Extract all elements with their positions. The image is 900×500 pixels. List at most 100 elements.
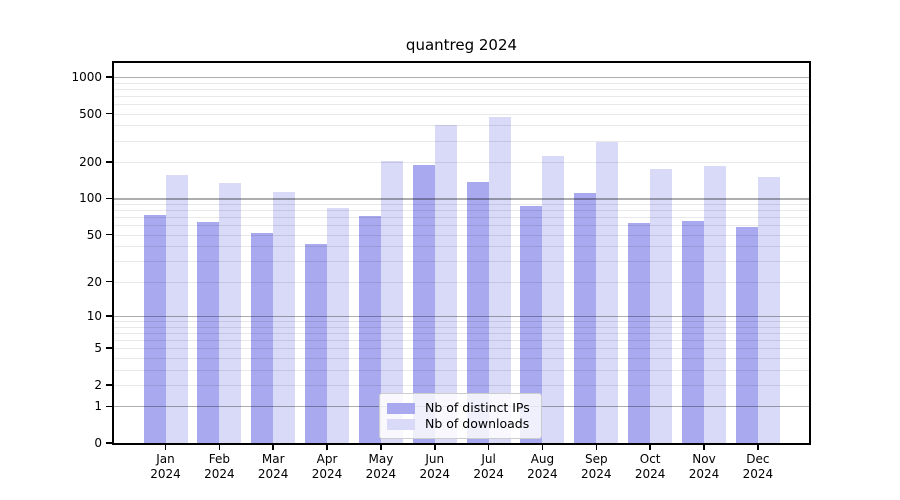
bar-ips-mar (251, 232, 274, 443)
x-tick-label: Jul 2024 (473, 452, 504, 481)
grid-line-minor (114, 321, 809, 322)
bar-downloads-sep (596, 142, 619, 443)
grid-line-minor (114, 217, 809, 219)
grid-line-minor (114, 82, 809, 84)
x-tick-label: Nov 2024 (688, 452, 720, 481)
x-tick-mark (326, 445, 328, 450)
y-tick-mark (106, 233, 112, 236)
bar-ips-apr (305, 243, 328, 443)
grid-line-minor (114, 357, 809, 359)
y-tick-mark (106, 112, 112, 115)
legend-label-downloads: Nb of downloads (425, 416, 530, 431)
bar-downloads-aug (542, 156, 565, 443)
y-tick-mark (106, 315, 112, 317)
y-tick-label: 10 (86, 308, 102, 323)
x-tick-label: Jun 2024 (419, 452, 451, 481)
y-tick-mark (106, 76, 112, 78)
bar-ips-jan (143, 214, 166, 443)
grid-line-minor (114, 203, 809, 205)
bar-ips-oct (628, 222, 651, 443)
grid-line-major (114, 198, 809, 200)
x-tick-mark (218, 445, 221, 450)
grid-line-minor (114, 113, 809, 115)
bar-downloads-dec (757, 177, 780, 443)
y-tick-mark (106, 442, 112, 444)
y-tick-label: 1 (94, 399, 102, 414)
y-tick-mark (106, 197, 112, 200)
y-tick-label: 100 (79, 191, 102, 206)
bar-ips-jun (412, 164, 435, 443)
x-tick-mark (595, 445, 598, 450)
legend-row-downloads: Nb of downloads (387, 416, 533, 432)
bar-downloads-feb (219, 183, 242, 443)
y-tick-label: 500 (79, 106, 102, 121)
x-tick-mark (649, 445, 651, 450)
grid-line-minor (114, 162, 809, 163)
x-tick-label: Jan 2024 (150, 452, 181, 481)
x-tick-mark (541, 445, 544, 450)
grid-line-minor (114, 234, 809, 236)
bar-downloads-jul (488, 117, 511, 443)
y-tick-label: 2 (94, 377, 102, 392)
grid-line-minor (114, 88, 809, 90)
bar-ips-may (358, 215, 381, 443)
x-tick-mark (380, 445, 382, 450)
y-tick-mark (106, 347, 112, 349)
bar-downloads-oct (650, 169, 673, 443)
x-tick-mark (757, 445, 759, 450)
grid-line-major (114, 315, 809, 318)
x-tick-label: Dec 2024 (742, 452, 774, 481)
grid-line-minor (114, 210, 809, 212)
bar-downloads-jan (165, 175, 188, 443)
x-tick-label: Sep 2024 (581, 452, 612, 481)
grid-line-minor (114, 332, 809, 334)
legend-row-distinct-ips: Nb of distinct IPs (387, 400, 533, 416)
grid-line-minor (114, 326, 809, 328)
grid-line-minor (114, 261, 809, 263)
chart-title: quantreg 2024 (405, 36, 518, 54)
plot-area: Nb of distinct IPs Nb of downloads (112, 61, 811, 445)
x-tick-label: Feb 2024 (204, 452, 235, 481)
bar-downloads-mar (273, 192, 296, 443)
x-tick-label: Mar 2024 (257, 452, 289, 481)
y-tick-label: 200 (79, 155, 102, 169)
grid-line-minor (114, 140, 809, 142)
y-tick-mark (106, 405, 112, 408)
y-tick-label: 50 (86, 227, 102, 242)
grid-line-minor (114, 369, 809, 371)
y-tick-label: 0 (94, 436, 102, 450)
grid-line-minor (114, 348, 809, 350)
bar-downloads-may (380, 160, 403, 443)
downloads-swatch (387, 418, 415, 430)
y-tick-mark (106, 280, 112, 283)
x-tick-label: May 2024 (365, 452, 397, 481)
bar-ips-jul (466, 181, 489, 443)
bar-ips-dec (735, 226, 758, 443)
grid-line-minor (114, 225, 809, 227)
x-tick-mark (487, 445, 490, 450)
grid-line-minor (114, 95, 809, 97)
y-tick-label: 20 (86, 274, 102, 289)
y-tick-mark (106, 384, 112, 386)
grid-line-major (114, 76, 809, 79)
bar-downloads-nov (704, 166, 726, 443)
distinct-ips-swatch (387, 402, 415, 414)
grid-line-minor (114, 103, 809, 105)
x-tick-mark (703, 445, 705, 450)
bar-ips-aug (520, 205, 543, 443)
x-tick-mark (434, 445, 436, 450)
grid-line-minor (114, 246, 809, 248)
y-tick-label: 5 (94, 341, 102, 356)
grid-line-minor (114, 384, 809, 386)
x-tick-label: Oct 2024 (634, 452, 666, 481)
bar-downloads-apr (327, 207, 350, 443)
y-tick-label: 1000 (71, 69, 102, 84)
grid-line-minor (114, 281, 809, 283)
grid-line-minor (114, 125, 809, 127)
y-tick-mark (106, 161, 112, 163)
bar-ips-feb (197, 221, 220, 443)
x-tick-mark (164, 445, 167, 450)
bar-downloads-jun (434, 125, 457, 443)
bar-ips-sep (574, 192, 597, 443)
